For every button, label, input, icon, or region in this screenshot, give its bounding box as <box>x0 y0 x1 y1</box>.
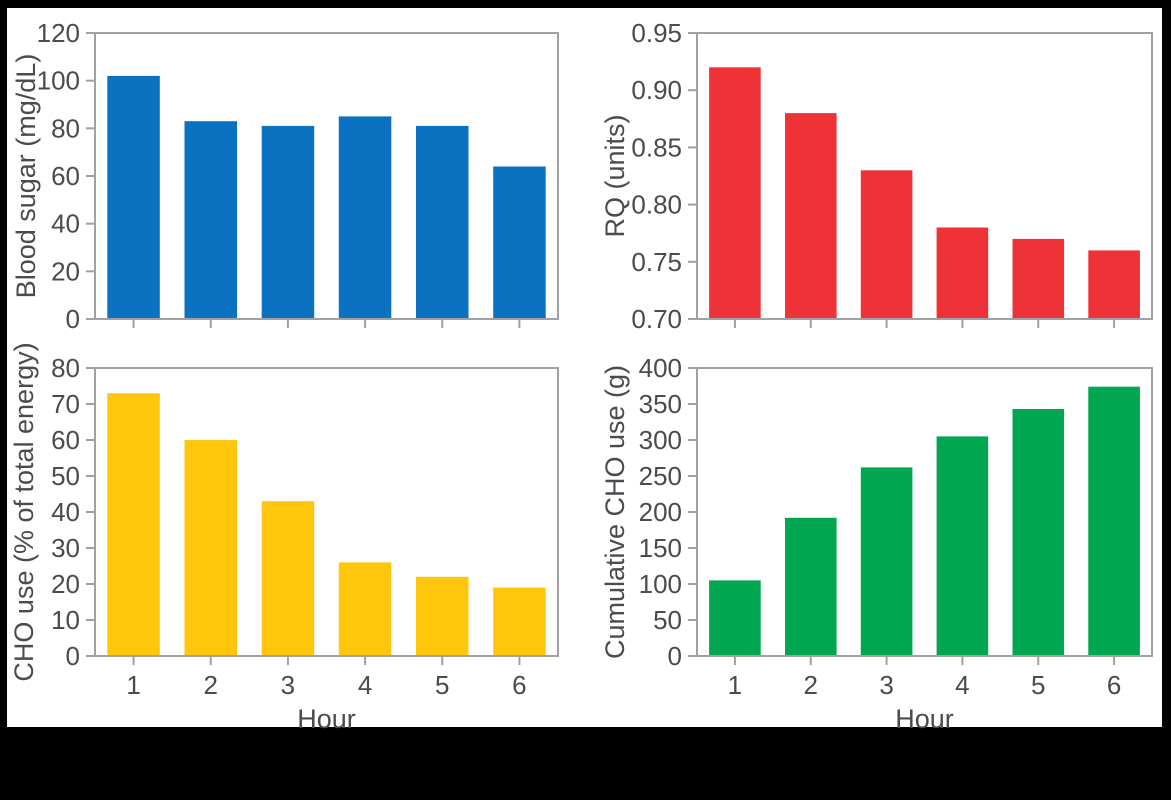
axes-frame <box>696 32 1153 320</box>
x-tick-label: 1 <box>126 670 140 700</box>
y-axis-label: CHO use (% of total energy) <box>9 342 39 681</box>
plot-area: 0 10 20 30 40 50 60 70 80 1 2 3 4 5 6 Hour CHO use (% of… <box>9 342 559 734</box>
y-tick-label: 350 <box>639 389 682 419</box>
y-axis-label: Cumulative CHO use (g) <box>600 365 630 659</box>
y-tick-label: 80 <box>51 113 80 143</box>
chart-cho-use: 0 10 20 30 40 50 60 70 80 1 2 3 4 5 6 Hour CHO use (% of… <box>9 342 559 734</box>
y-tick-label: 200 <box>639 497 682 527</box>
y-axis-label: RQ (units) <box>600 114 630 237</box>
y-tick-label: 400 <box>639 353 682 383</box>
y-tick-label: 50 <box>653 605 682 635</box>
x-tick-label: 4 <box>955 670 969 700</box>
x-axis-label: Hour <box>895 704 954 734</box>
x-tick-label: 3 <box>281 670 295 700</box>
bar-hour-4 <box>936 436 989 656</box>
axes-frame <box>94 32 559 320</box>
x-tick-label: 3 <box>879 670 893 700</box>
bar-hour-1 <box>709 580 761 656</box>
x-tick-label: 5 <box>435 670 449 700</box>
axes-frame <box>696 367 1153 657</box>
bar-hour-6 <box>493 166 546 319</box>
bar-hour-6 <box>1088 386 1140 656</box>
chart-rq: 0.70 0.75 0.80 0.85 0.90 0.95 RQ (units) <box>600 18 1153 334</box>
x-axis-label: Hour <box>297 704 356 734</box>
bar-hour-2 <box>184 440 237 656</box>
x-tick-label: 4 <box>358 670 372 700</box>
bar-hour-2 <box>785 113 837 319</box>
x-tick-label: 6 <box>1107 670 1121 700</box>
bar-hour-5 <box>416 576 469 656</box>
y-tick-label: 0 <box>668 641 682 671</box>
y-tick-label: 20 <box>51 256 80 286</box>
y-tick-label: 40 <box>51 209 80 239</box>
bar-hour-3 <box>261 501 315 656</box>
bar-hour-1 <box>107 75 160 320</box>
bar-hour-4 <box>338 562 392 656</box>
chart-cumulative-cho: 0 50 100 150 200 250 300 350 400 1 2 3 4 5 6 Hour Cumula… <box>600 353 1153 734</box>
y-tick-label: 100 <box>639 569 682 599</box>
bar-hour-3 <box>860 170 913 319</box>
x-tick-label: 1 <box>728 670 742 700</box>
y-tick-label: 0.80 <box>631 190 682 220</box>
y-tick-label: 250 <box>639 461 682 491</box>
figure-panel: 0 20 40 60 80 100 120 Blood sugar (mg/dL) 0.70 0… <box>7 8 1162 734</box>
bar-hour-1 <box>709 67 761 319</box>
bar-hour-4 <box>936 227 989 319</box>
chart-blood-sugar: 0 20 40 60 80 100 120 Blood sugar (mg/dL) <box>11 18 559 334</box>
y-tick-label: 0.75 <box>631 247 682 277</box>
y-axis-label: Blood sugar (mg/dL) <box>11 54 41 299</box>
y-tick-label: 0.90 <box>631 75 682 105</box>
axes-frame <box>94 367 559 657</box>
plot-area: 0 50 100 150 200 250 300 350 400 1 2 3 4 5 6 Hour Cumula… <box>600 353 1153 734</box>
y-tick-label: 150 <box>639 533 682 563</box>
y-tick-label: 20 <box>51 569 80 599</box>
y-tick-label: 0.95 <box>631 18 682 48</box>
bar-hour-3 <box>261 125 315 320</box>
y-tick-label: 120 <box>37 18 80 48</box>
y-tick-label: 300 <box>639 425 682 455</box>
y-tick-label: 100 <box>37 66 80 96</box>
bar-hour-5 <box>1012 409 1065 656</box>
y-tick-label: 0.85 <box>631 132 682 162</box>
bar-hour-3 <box>860 467 913 656</box>
x-tick-label: 5 <box>1031 670 1045 700</box>
bar-hour-2 <box>785 517 837 656</box>
y-tick-label: 40 <box>51 497 80 527</box>
y-tick-label: 70 <box>51 389 80 419</box>
bar-hour-2 <box>184 121 237 319</box>
bar-hour-6 <box>1088 250 1140 319</box>
y-tick-label: 80 <box>51 353 80 383</box>
y-tick-label: 30 <box>51 533 80 563</box>
y-tick-label: 0 <box>66 641 80 671</box>
y-tick-label: 0 <box>66 304 80 334</box>
bar-hour-1 <box>107 393 160 656</box>
plot-area: 0.70 0.75 0.80 0.85 0.90 0.95 RQ (units) <box>600 18 1153 334</box>
x-tick-label: 6 <box>512 670 526 700</box>
bar-hour-5 <box>1012 238 1065 319</box>
bar-hour-5 <box>416 125 469 320</box>
plot-area: 0 20 40 60 80 100 120 Blood sugar (mg/dL) <box>11 18 559 334</box>
x-tick-label: 2 <box>804 670 818 700</box>
y-tick-label: 60 <box>51 161 80 191</box>
x-tick-label: 2 <box>204 670 218 700</box>
y-tick-label: 60 <box>51 425 80 455</box>
bar-hour-4 <box>338 116 392 320</box>
bar-hour-6 <box>493 587 546 656</box>
y-tick-label: 0.70 <box>631 304 682 334</box>
y-tick-label: 10 <box>51 605 80 635</box>
y-tick-label: 50 <box>51 461 80 491</box>
